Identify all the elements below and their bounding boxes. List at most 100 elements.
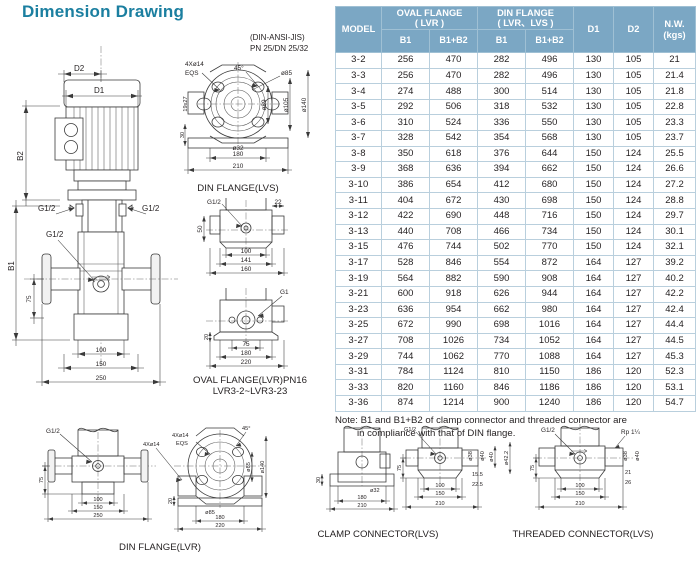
label-d32-c: ø32	[370, 488, 380, 494]
col-oval-b1: B1	[381, 29, 430, 53]
cell-model: 3-15	[335, 239, 382, 256]
cell-value: 124	[613, 223, 654, 241]
cell-value: 29.7	[653, 207, 696, 225]
leader-45-b	[235, 431, 247, 447]
dim-d140-b	[264, 436, 268, 498]
cell-value: 150	[573, 207, 614, 225]
cell-value: 318	[477, 98, 526, 116]
dim-210b-c	[402, 466, 482, 510]
cell-value: 124	[613, 176, 654, 194]
cell-value: 40.2	[653, 270, 696, 287]
body-b-top	[195, 427, 245, 437]
cell-value: 32.1	[653, 239, 696, 256]
dim-b2	[22, 100, 60, 206]
lower-base-plate	[213, 331, 279, 341]
col-oval-b1b2: B1+B2	[429, 29, 478, 53]
dim-75-t	[533, 454, 561, 482]
table-row: 3-7 328 542 354 568 130 105 23.7	[335, 129, 696, 147]
base-c2	[417, 469, 463, 479]
cell-value: 150	[573, 161, 614, 178]
circle-b-mid	[195, 441, 245, 491]
cell-model: 3-10	[335, 176, 382, 194]
circle-d32	[230, 96, 246, 112]
cell-value: 784	[381, 363, 430, 381]
label-100-upper: 100	[241, 248, 252, 255]
cell-value: 744	[429, 239, 478, 256]
dim-50	[202, 216, 206, 242]
dim-220-b	[174, 506, 266, 532]
cell-value: 872	[525, 254, 574, 272]
label-220: 220	[241, 359, 252, 366]
table-row: 3-21 600 918 626 944 164 127 42.2	[335, 285, 696, 303]
cell-value: 105	[613, 114, 654, 131]
label-50: 50	[197, 225, 204, 233]
cell-value: 644	[525, 145, 574, 163]
dim-210-t	[535, 466, 627, 510]
lower-flange-bore	[241, 315, 251, 325]
label-d2: D2	[74, 64, 85, 73]
cell-value: 30.1	[653, 223, 696, 241]
caption-threaded-connector: THREADED CONNECTOR(LVS)	[513, 529, 654, 540]
cell-value: 164	[573, 270, 614, 287]
label-d85: ø85	[281, 70, 292, 77]
table-row: 3-4 274 488 300 514 130 105 21.8	[335, 83, 696, 100]
label-180-c: 180	[357, 495, 366, 501]
cell-value: 882	[429, 270, 478, 287]
cell-value: 496	[525, 52, 574, 69]
din-flange-sub: ( LVR、LVS )	[497, 18, 554, 28]
dim-20-b	[172, 496, 176, 506]
cell-model: 3-11	[335, 192, 382, 209]
cell-value: 680	[525, 176, 574, 194]
label-180-b: 180	[215, 515, 224, 521]
cell-value: 770	[477, 348, 526, 365]
cell-value: 908	[525, 270, 574, 287]
cell-value: 744	[381, 348, 430, 365]
cell-value: 105	[613, 129, 654, 147]
cell-value: 1088	[525, 348, 574, 365]
plug-a-inner	[95, 463, 101, 469]
cell-value: 124	[613, 207, 654, 225]
cell-value: 502	[477, 239, 526, 256]
cell-value: 127	[613, 254, 654, 272]
caption-clamp-connector: CLAMP CONNECTOR(LVS)	[317, 529, 438, 540]
cell-value: 708	[429, 223, 478, 241]
cell-value: 1052	[525, 332, 574, 350]
cell-value: 44.4	[653, 317, 696, 334]
cell-value: 186	[573, 379, 614, 397]
foot-b-left	[177, 475, 197, 497]
cell-value: 150	[573, 223, 614, 241]
leader-rp-t	[614, 435, 626, 449]
dim-d42-frag	[508, 442, 512, 474]
cell-model: 3-5	[335, 98, 382, 116]
thread-port-left	[538, 447, 556, 467]
cell-value: 25.5	[653, 145, 696, 163]
cell-value: 124	[613, 145, 654, 163]
cell-model: 3-6	[335, 114, 382, 131]
cell-model: 3-17	[335, 254, 382, 272]
cell-value: 900	[477, 395, 526, 412]
cell-value: 636	[381, 301, 430, 319]
dim-180-c	[334, 486, 390, 504]
table-row: 3-3 256 470 282 496 130 105 21.4	[335, 67, 696, 85]
dim-250-a	[44, 482, 152, 522]
table-row: 3-31 784 1124 810 1150 186 120 52.3	[335, 363, 696, 381]
cell-value: 466	[477, 223, 526, 241]
dim-d89	[266, 86, 270, 124]
table-row: 3-25 672 990 698 1016 164 127 44.4	[335, 317, 696, 334]
cell-value: 528	[381, 254, 430, 272]
dim-b1	[12, 200, 70, 346]
cell-value: 1026	[429, 332, 478, 350]
dim-d140	[306, 70, 310, 138]
cell-value: 45.3	[653, 348, 696, 365]
oval-flange-sub: ( LVR )	[414, 18, 445, 28]
cell-value: 532	[525, 98, 574, 116]
cell-model: 3-7	[335, 129, 382, 147]
cell-value: 690	[429, 207, 478, 225]
bore-c1	[355, 455, 369, 469]
cell-value: 810	[477, 363, 526, 381]
cell-value: 336	[477, 114, 526, 131]
col-d1: D1	[573, 6, 614, 53]
plug-c2	[434, 452, 446, 464]
label-19x27: 19x27	[183, 96, 189, 111]
label-220-b: 220	[215, 523, 224, 529]
